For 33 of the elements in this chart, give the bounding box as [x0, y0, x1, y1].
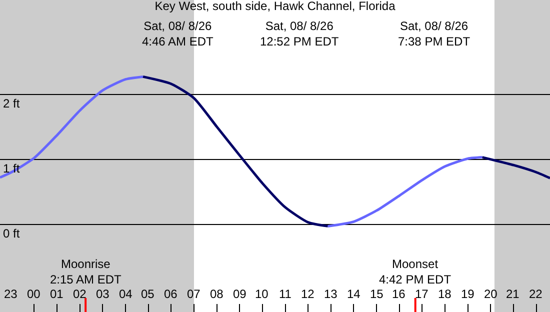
- y-tick-label: 0 ft: [3, 226, 20, 240]
- ref-line-label: Moonset 4:42 PM EDT: [379, 257, 452, 287]
- x-tick-label: 08: [210, 287, 224, 301]
- x-tick-label: 16: [392, 287, 406, 301]
- x-tick-label: 04: [119, 287, 133, 301]
- chart-title: Key West, south side, Hawk Channel, Florida: [154, 0, 396, 13]
- x-tick-label: 23: [4, 287, 18, 301]
- x-tick-label: 17: [415, 287, 429, 301]
- x-tick-label: 11: [279, 287, 292, 301]
- x-tick-label: 10: [255, 287, 269, 301]
- annotation: Sat, 08/ 8/26 4:46 AM EDT: [142, 19, 214, 49]
- y-tick-label: 1 ft: [3, 161, 20, 176]
- annotation: Sat, 08/ 8/26 7:38 PM EDT: [398, 19, 471, 49]
- x-tick-label: 19: [461, 287, 475, 301]
- x-tick-label: 20: [484, 287, 498, 301]
- x-tick-label: 07: [187, 287, 201, 301]
- x-tick-label: 14: [347, 287, 361, 301]
- ref-line-label: Moonrise 2:15 AM EDT: [50, 257, 122, 287]
- x-tick-label: 15: [370, 287, 384, 301]
- x-tick-label: 18: [438, 287, 452, 301]
- x-tick-label: 01: [50, 287, 64, 301]
- x-tick-label: 06: [164, 287, 178, 301]
- x-tick-label: 21: [506, 287, 520, 301]
- annotation: Sat, 08/ 8/26 12:52 PM EDT: [260, 19, 340, 49]
- x-tick-label: 12: [301, 287, 315, 301]
- x-tick-label: 00: [27, 287, 41, 301]
- x-tick-label: 13: [324, 287, 338, 301]
- x-tick-label: 05: [141, 287, 155, 301]
- x-tick-label: 09: [233, 287, 247, 301]
- x-tick-label: 22: [529, 287, 543, 301]
- x-tick-label: 02: [73, 287, 87, 301]
- x-tick-label: 03: [96, 287, 110, 301]
- y-tick-label: 2 ft: [3, 96, 20, 110]
